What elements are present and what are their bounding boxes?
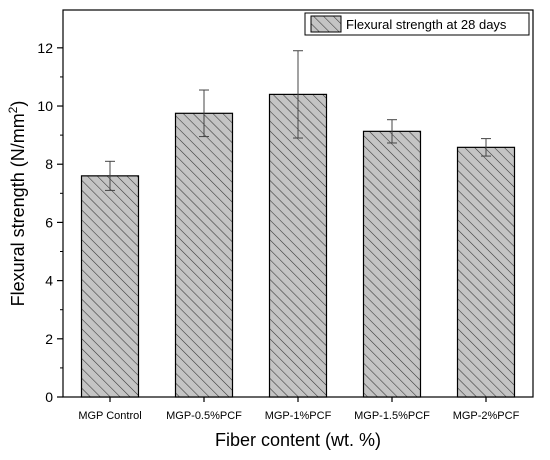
y-axis-title: Flexural strength (N/mm2) — [6, 101, 28, 307]
y-axis-title-tail: ) — [8, 101, 28, 107]
y-axis-title-sup: 2 — [6, 106, 20, 113]
y-tick-label: 8 — [45, 156, 53, 172]
legend-label: Flexural strength at 28 days — [346, 17, 507, 32]
legend-swatch — [310, 15, 342, 33]
y-axis-title-main: Flexural strength (N/mm — [8, 113, 28, 306]
bar — [456, 146, 516, 398]
x-tick-label: MGP Control — [78, 410, 141, 422]
legend-box — [304, 12, 530, 36]
x-axis: MGP Control MGP-0.5%PCF MGP-1%PCF MGP-1.5%P… — [78, 397, 520, 422]
x-tick-label: MGP-1%PCF — [265, 410, 332, 422]
y-tick-label: 10 — [37, 98, 53, 114]
bars — [80, 93, 516, 398]
y-tick-label: 6 — [45, 214, 53, 230]
x-tick-label: MGP-1.5%PCF — [354, 410, 430, 422]
x-axis-title: Fiber content (wt. %) — [215, 430, 381, 450]
y-axis: 0 2 4 6 8 10 12 — [37, 40, 63, 405]
bar — [80, 175, 140, 398]
bar — [268, 93, 328, 398]
y-tick-label: 4 — [45, 273, 53, 289]
y-tick-label: 2 — [45, 331, 53, 347]
y-tick-label: 12 — [37, 40, 53, 56]
y-tick-label: 0 — [45, 389, 53, 405]
x-tick-label: MGP-2%PCF — [453, 410, 520, 422]
bar — [174, 112, 234, 398]
error-bars — [105, 50, 491, 191]
x-tick-label: MGP-0.5%PCF — [166, 410, 242, 422]
bar — [362, 130, 422, 398]
legend: Flexural strength at 28 days — [304, 12, 530, 36]
